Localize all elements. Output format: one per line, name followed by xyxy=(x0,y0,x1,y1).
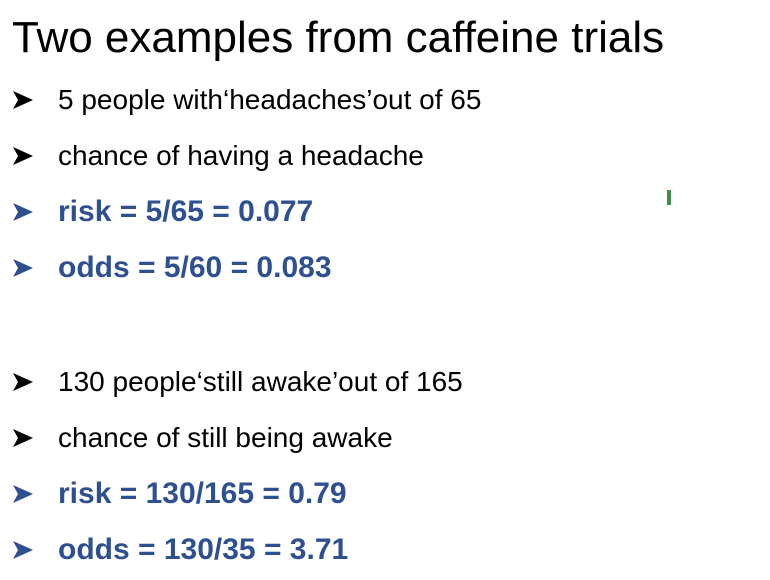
odds-formula: odds = 5/60 = 0.083 xyxy=(58,251,332,284)
arrowhead-bullet-icon xyxy=(12,539,58,561)
slide-title: Two examples from caffeine trials xyxy=(12,13,665,62)
bullet-item: 5 people with‘headaches’out of 65 xyxy=(12,82,481,118)
arrowhead-bullet-icon xyxy=(12,145,58,167)
arrowhead-bullet-icon xyxy=(12,427,58,449)
bullet-item: chance of having a headache xyxy=(12,138,424,174)
bullet-text: 130 people‘still awake’out of 165 xyxy=(58,366,463,397)
bullet-item: odds = 130/35 = 3.71 xyxy=(12,532,348,568)
arrowhead-bullet-icon xyxy=(12,483,58,505)
risk-formula: risk = 5/65 = 0.077 xyxy=(58,195,314,228)
arrowhead-bullet-icon xyxy=(12,89,58,111)
arrowhead-bullet-icon xyxy=(12,201,58,223)
risk-formula: risk = 130/165 = 0.79 xyxy=(58,477,347,510)
bullet-item: risk = 130/165 = 0.79 xyxy=(12,476,347,512)
cursor-mark xyxy=(667,190,671,205)
bullet-text: chance of still being awake xyxy=(58,422,393,453)
arrowhead-bullet-icon xyxy=(12,371,58,393)
bullet-item: 130 people‘still awake’out of 165 xyxy=(12,364,463,400)
bullet-item: odds = 5/60 = 0.083 xyxy=(12,250,332,286)
bullet-text: 5 people with‘headaches’out of 65 xyxy=(58,84,482,115)
bullet-item: chance of still being awake xyxy=(12,420,393,456)
arrowhead-bullet-icon xyxy=(12,257,58,279)
bullet-text: chance of having a headache xyxy=(58,140,424,171)
odds-formula: odds = 130/35 = 3.71 xyxy=(58,533,349,566)
bullet-item: risk = 5/65 = 0.077 xyxy=(12,194,313,230)
